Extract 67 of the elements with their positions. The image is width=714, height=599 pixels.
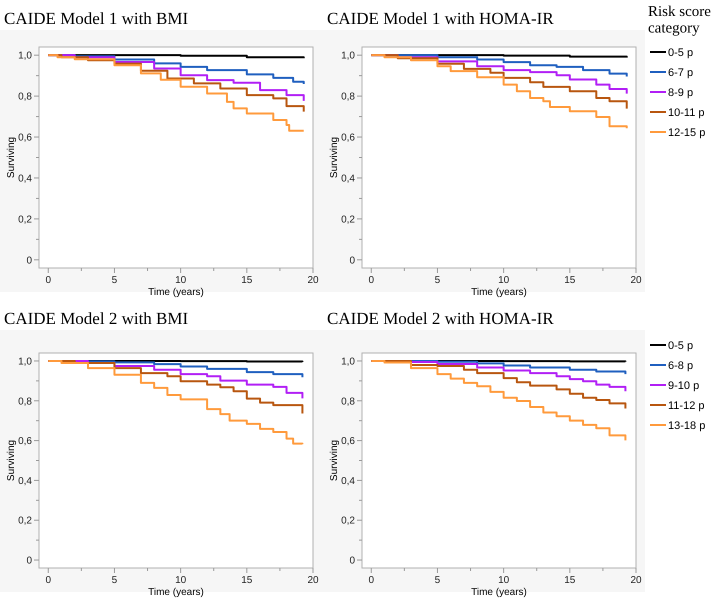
y-tick-label: 0,6 — [18, 132, 32, 144]
x-axis-title: Time (years) — [148, 287, 204, 298]
x-axis-title: Time (years) — [148, 587, 204, 598]
y-tick-label: 0,2 — [18, 516, 32, 527]
y-tick-label: 1,0 — [18, 356, 32, 368]
legend-label: 6-8 p — [668, 360, 694, 372]
y-tick-label: 0,6 — [341, 132, 356, 144]
chart-title: CAIDE Model 1 with BMI — [4, 9, 188, 28]
x-axis-title: Time (years) — [471, 587, 527, 598]
y-tick-label: 0 — [26, 556, 32, 567]
x-tick-label: 10 — [498, 275, 510, 286]
x-tick-label: 5 — [434, 575, 441, 586]
x-tick-label: 10 — [498, 575, 510, 586]
legend-label: 12-15 p — [668, 127, 706, 139]
x-tick-label: 10 — [175, 575, 187, 586]
y-tick-label: 0 — [349, 556, 356, 567]
y-tick-label: 0,4 — [341, 476, 356, 487]
x-tick-label: 20 — [307, 575, 319, 586]
y-tick-label: 1,0 — [341, 356, 356, 368]
y-axis-title: Surviving — [329, 440, 340, 482]
y-axis-title: Surviving — [329, 136, 340, 178]
y-tick-label: 0,6 — [18, 436, 32, 448]
y-tick-label: 0,2 — [341, 214, 356, 226]
y-tick-label: 0,8 — [341, 92, 356, 103]
x-tick-label: 0 — [368, 275, 374, 286]
x-tick-label: 15 — [241, 575, 253, 586]
y-tick-label: 0,4 — [18, 173, 32, 184]
legend-label: 0-5 p — [668, 340, 694, 352]
x-tick-label: 15 — [564, 575, 576, 586]
x-tick-label: 15 — [241, 275, 253, 286]
chart-title: CAIDE Model 2 with HOMA-IR — [327, 309, 554, 328]
x-tick-label: 5 — [434, 275, 441, 286]
x-tick-label: 0 — [368, 575, 374, 586]
legend-label: 11-12 p — [668, 400, 704, 412]
y-axis-title: Surviving — [6, 440, 17, 482]
x-axis-title: Time (years) — [471, 287, 527, 298]
x-tick-label: 0 — [45, 275, 52, 286]
x-tick-label: 0 — [45, 575, 52, 586]
legend-label: 13-18 p — [668, 420, 706, 432]
legend-title: Risk score category — [648, 4, 712, 36]
y-tick-label: 0 — [349, 255, 356, 266]
y-tick-label: 0,4 — [341, 173, 356, 184]
y-tick-label: 0,8 — [18, 92, 32, 103]
chart-title: CAIDE Model 1 with HOMA-IR — [327, 9, 554, 28]
y-axis-title: Surviving — [6, 136, 17, 178]
chart-title: CAIDE Model 2 with BMI — [4, 309, 188, 328]
y-tick-label: 0 — [26, 255, 32, 266]
y-tick-label: 0,2 — [18, 214, 32, 226]
x-tick-label: 20 — [630, 575, 642, 586]
x-tick-label: 20 — [630, 275, 642, 286]
legend-label: 8-9 p — [668, 87, 694, 99]
x-tick-label: 5 — [112, 275, 118, 286]
y-tick-label: 0,4 — [18, 476, 32, 487]
x-tick-label: 5 — [112, 575, 118, 586]
y-tick-label: 1,0 — [341, 50, 356, 62]
y-tick-label: 0,8 — [18, 396, 32, 408]
x-tick-label: 20 — [307, 275, 319, 286]
legend-label: 6-7 p — [668, 67, 694, 79]
y-tick-label: 0,6 — [341, 436, 356, 448]
y-tick-label: 1,0 — [18, 50, 32, 62]
x-tick-label: 10 — [175, 275, 187, 286]
y-tick-label: 0,8 — [341, 396, 356, 408]
legend-label: 10-11 p — [668, 107, 704, 119]
legend-label: 9-10 p — [668, 380, 700, 392]
y-tick-label: 0,2 — [341, 516, 356, 527]
legend-label: 0-5 p — [668, 47, 694, 59]
x-tick-label: 15 — [564, 275, 576, 286]
